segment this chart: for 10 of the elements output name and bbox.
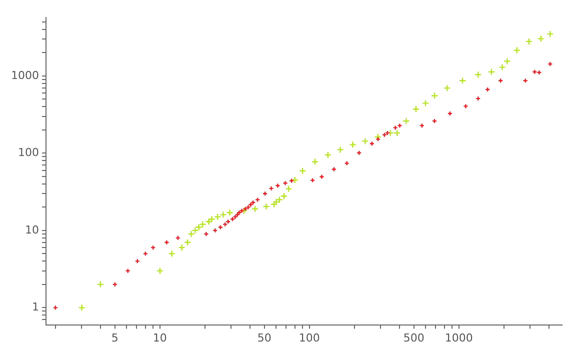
y-tick-label: 100 [18, 146, 39, 160]
x-tick-label: 500 [403, 331, 424, 344]
x-tick-label: 50 [257, 331, 272, 344]
y-tick-label: 1 [32, 300, 39, 314]
y-tick-label: 1000 [10, 68, 39, 82]
x-tick-label: 10 [152, 331, 167, 344]
x-tick-label: 1000 [444, 331, 473, 344]
x-tick-label: 5 [111, 331, 118, 344]
x-tick-label: 100 [298, 331, 320, 344]
y-tick-label: 10 [24, 223, 39, 236]
